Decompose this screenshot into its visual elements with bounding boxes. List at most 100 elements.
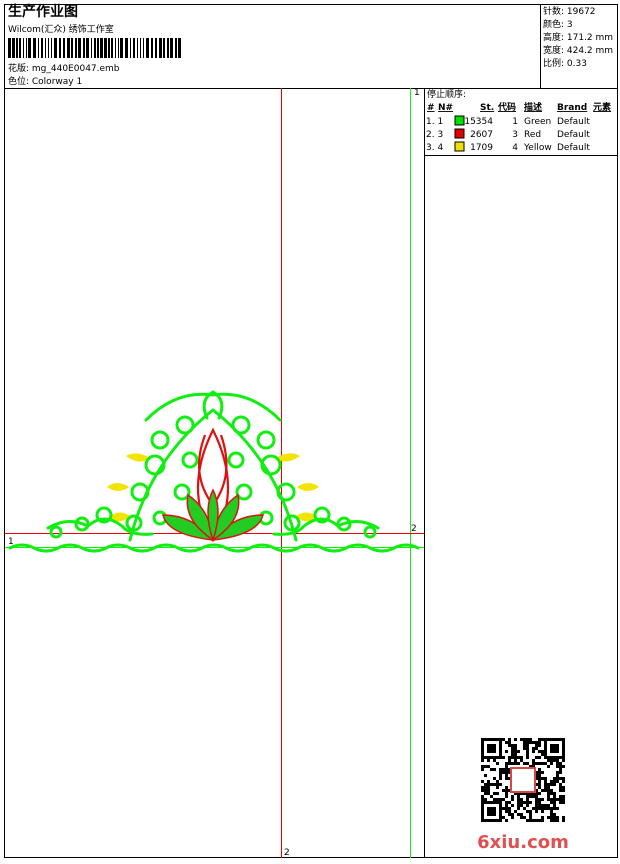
qr-module <box>481 750 484 753</box>
qr-module <box>508 744 511 747</box>
qr-module <box>535 774 538 777</box>
qr-module <box>508 810 511 813</box>
qr-module <box>553 819 556 822</box>
qr-module <box>541 753 544 756</box>
qr-module <box>547 783 550 786</box>
qr-module <box>520 756 523 759</box>
qr-module <box>517 750 520 753</box>
qr-module <box>490 795 493 798</box>
brand: Default <box>557 117 590 127</box>
qr-module <box>529 738 532 741</box>
qr-module <box>487 792 490 795</box>
qr-module <box>550 756 553 759</box>
bar <box>97 38 99 58</box>
qr-module <box>520 792 523 795</box>
qr-module <box>556 762 559 765</box>
qr-module <box>559 762 562 765</box>
qr-module <box>490 747 493 750</box>
qr-module <box>499 807 502 810</box>
qr-module <box>484 756 487 759</box>
qr-module <box>499 750 502 753</box>
qr-module <box>499 777 502 780</box>
qr-module <box>493 756 496 759</box>
qr-module <box>538 780 541 783</box>
qr-module <box>496 756 499 759</box>
description: Green <box>524 117 551 127</box>
qr-module <box>505 774 508 777</box>
qr-module <box>523 744 526 747</box>
qr-module <box>562 738 565 741</box>
qr-module <box>517 798 520 801</box>
qr-module <box>547 786 550 789</box>
column-header: 代码 <box>497 101 516 113</box>
qr-module <box>481 780 484 783</box>
qr-module <box>508 801 511 804</box>
bar <box>75 38 77 58</box>
qr-module <box>496 801 499 804</box>
qr-module <box>487 780 490 783</box>
qr-module <box>550 759 553 762</box>
qr-module <box>553 816 556 819</box>
qr-module <box>544 789 547 792</box>
qr-module <box>544 738 547 741</box>
bar <box>100 38 103 58</box>
qr-module <box>526 792 529 795</box>
qr-module <box>541 738 544 741</box>
qr-module <box>505 804 508 807</box>
qr-module <box>535 795 538 798</box>
qr-module <box>526 762 529 765</box>
qr-module <box>520 813 523 816</box>
qr-module <box>532 795 535 798</box>
qr-module <box>490 756 493 759</box>
qr-module <box>496 783 499 786</box>
qr-module <box>523 738 526 741</box>
embroidery-design <box>8 390 420 553</box>
bar <box>12 38 15 58</box>
qr-module <box>547 792 550 795</box>
qr-module <box>505 741 508 744</box>
qr-module <box>547 765 550 768</box>
qr-module <box>532 819 535 822</box>
guide-label: 2 <box>411 524 417 534</box>
bar <box>41 38 43 58</box>
qr-module <box>508 813 511 816</box>
qr-module <box>535 756 538 759</box>
qr-module <box>544 780 547 783</box>
column-header: 描述 <box>524 101 542 113</box>
qr-module <box>517 756 520 759</box>
qr-module <box>559 783 562 786</box>
qr-module <box>508 756 511 759</box>
qr-module <box>505 765 508 768</box>
color-swatch <box>454 141 465 152</box>
qr-module <box>484 798 487 801</box>
qr-module <box>550 762 553 765</box>
qr-module <box>481 768 484 771</box>
bar <box>111 38 113 58</box>
qr-module <box>559 789 562 792</box>
stitch-count: 15354 <box>464 117 493 127</box>
qr-module <box>544 741 547 744</box>
qr-module <box>517 813 520 816</box>
qr-module <box>526 738 529 741</box>
qr-module <box>553 777 556 780</box>
qr-module <box>556 798 559 801</box>
qr-module <box>493 807 496 810</box>
qr-module <box>538 744 541 747</box>
qr-module <box>487 819 490 822</box>
guide-label: 1 <box>8 537 14 547</box>
qr-module <box>556 738 559 741</box>
qr-module <box>556 747 559 750</box>
qr-module <box>535 807 538 810</box>
qr-module <box>553 780 556 783</box>
qr-module <box>511 747 514 750</box>
qr-module <box>520 798 523 801</box>
qr-module <box>481 738 484 741</box>
qr-module <box>550 738 553 741</box>
bar <box>19 38 21 58</box>
qr-module <box>553 798 556 801</box>
qr-module <box>550 792 553 795</box>
qr-module <box>562 780 565 783</box>
qr-module <box>484 801 487 804</box>
qr-module <box>487 786 490 789</box>
